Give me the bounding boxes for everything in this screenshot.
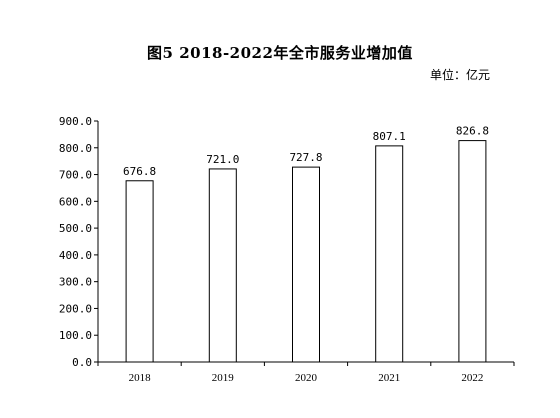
unit-label: 单位：亿元 [429, 68, 490, 82]
bar-2021 [375, 145, 404, 363]
x-tick-label-2019: 2019 [212, 372, 235, 384]
y-tick-label-8: 800.0 [59, 142, 92, 155]
chart-title: 图5 2018-2022年全市服务业增加值 [147, 44, 413, 62]
data-label-2020: 727.8 [289, 151, 322, 164]
bar-2022 [458, 140, 487, 363]
x-tick-label-2022: 2022 [461, 372, 483, 384]
y-tick-label-1: 100.0 [59, 329, 92, 342]
y-tick-label-3: 300.0 [59, 276, 92, 289]
y-tick-label-5: 500.0 [59, 222, 92, 235]
data-label-2018: 676.8 [123, 165, 156, 178]
data-label-2019: 721.0 [206, 153, 239, 166]
x-tick-label-2018: 2018 [129, 372, 152, 384]
x-tick-label-2020: 2020 [295, 372, 318, 384]
y-tick-label-6: 600.0 [59, 195, 92, 208]
data-label-2021: 807.1 [373, 130, 406, 143]
bar-2019 [208, 168, 237, 363]
y-tick-label-2: 200.0 [59, 302, 92, 315]
bar-2018 [125, 180, 154, 363]
y-tick-label-0: 0.0 [72, 356, 92, 369]
y-tick-label-9: 900.0 [59, 115, 92, 128]
data-label-2022: 826.8 [456, 125, 489, 138]
x-tick-label-2021: 2021 [378, 372, 400, 384]
y-tick-label-7: 700.0 [59, 169, 92, 182]
y-tick-label-4: 400.0 [59, 249, 92, 262]
bar-2020 [292, 166, 320, 363]
